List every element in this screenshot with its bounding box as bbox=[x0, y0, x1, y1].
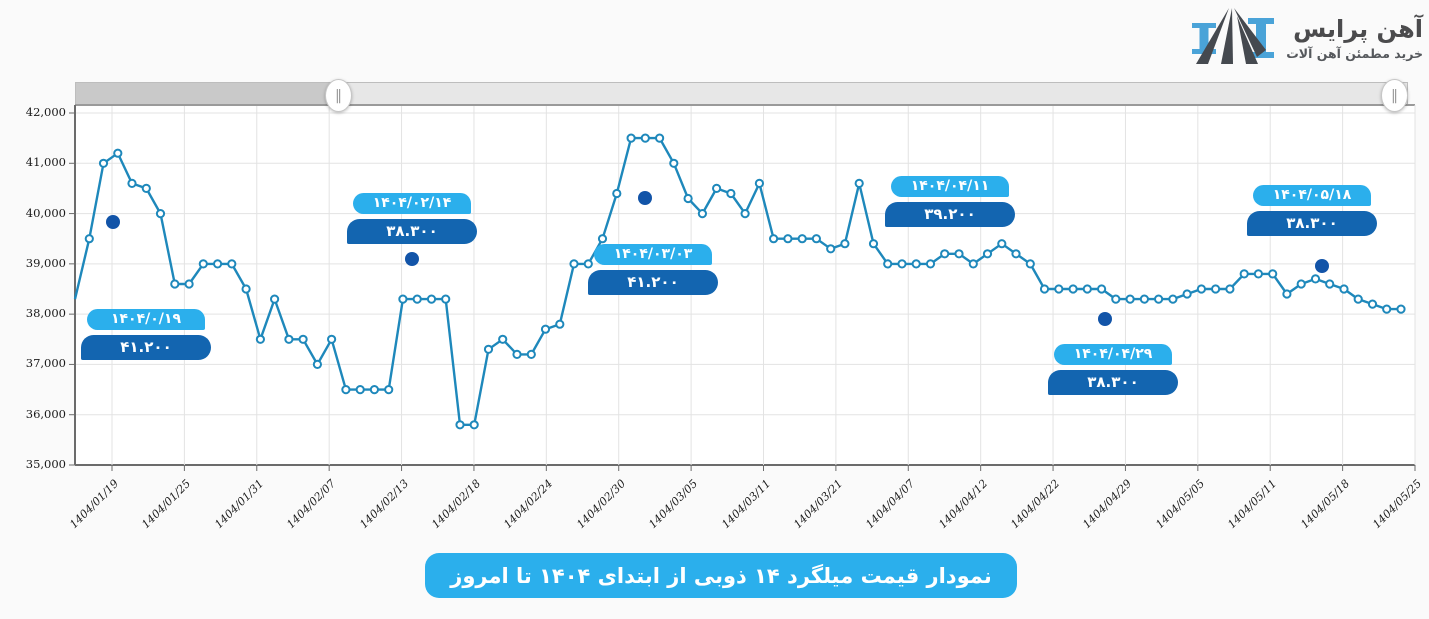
x-axis-label: 1404/05/05 bbox=[1152, 477, 1208, 532]
x-axis-label: 1404/01/19 bbox=[67, 477, 122, 532]
plot-area bbox=[75, 104, 1415, 465]
x-axis-label: 1404/03/21 bbox=[791, 477, 846, 532]
x-axis-label: 1404/01/25 bbox=[139, 477, 194, 532]
annotation-date-pill: ۱۴۰۴/۰۲/۱۴ bbox=[353, 193, 471, 214]
x-axis-label: 1404/04/22 bbox=[1008, 477, 1063, 532]
y-axis-label: 40,000 bbox=[25, 205, 66, 220]
y-axis-label: 37,000 bbox=[25, 356, 66, 371]
annotation-value-pill: ۴۱.۲۰۰ bbox=[588, 270, 718, 295]
y-axis-label: 38,000 bbox=[25, 306, 66, 321]
scrollbar-left-grip-icon[interactable]: ‖ bbox=[325, 79, 352, 112]
price-annotation: ۱۴۰۴/۰/۱۹ ۴۱.۲۰۰ bbox=[81, 309, 211, 360]
scrollbar-right-grip-icon[interactable]: ‖ bbox=[1381, 79, 1408, 112]
logo-title: آهن پرایس bbox=[1293, 15, 1423, 44]
x-axis-label: 1404/02/24 bbox=[501, 477, 556, 532]
x-axis-label: 1404/02/30 bbox=[573, 477, 628, 532]
x-axis-label: 1404/05/11 bbox=[1225, 477, 1280, 532]
price-annotation: ۱۴۰۴/۰۴/۲۹ ۳۸.۳۰۰ bbox=[1048, 344, 1178, 395]
x-axis-label: 1404/02/13 bbox=[356, 477, 411, 532]
annotation-date-pill: ۱۴۰۴/۰۴/۲۹ bbox=[1054, 344, 1172, 365]
grip-glyph: ‖ bbox=[1391, 87, 1398, 104]
x-axis-label: 1404/04/29 bbox=[1080, 477, 1135, 532]
y-axis-label: 36,000 bbox=[25, 406, 66, 421]
y-axis-label: 39,000 bbox=[25, 255, 66, 270]
logo: آهن پرایس خرید مطمئن آهن آلات bbox=[1188, 8, 1423, 68]
annotation-value-pill: ۳۸.۳۰۰ bbox=[1247, 211, 1377, 236]
annotation-value-pill: ۴۱.۲۰۰ bbox=[81, 335, 211, 360]
x-axis-label: 1404/02/18 bbox=[429, 477, 484, 532]
x-axis-label: 1404/05/18 bbox=[1297, 477, 1352, 532]
x-axis-label: 1404/05/25 bbox=[1370, 477, 1425, 532]
price-annotation: ۱۴۰۴/۰۵/۱۸ ۳۸.۳۰۰ bbox=[1247, 185, 1377, 236]
x-axis-label: 1404/01/31 bbox=[211, 477, 266, 532]
logo-text: آهن پرایس خرید مطمئن آهن آلات bbox=[1286, 15, 1423, 61]
logo-subtitle: خرید مطمئن آهن آلات bbox=[1286, 45, 1423, 61]
x-axis-label: 1404/03/05 bbox=[646, 477, 701, 532]
x-axis-label: 1404/02/07 bbox=[284, 477, 339, 532]
i-beam-tent-icon bbox=[1192, 8, 1275, 64]
x-axis-label: 1404/04/07 bbox=[863, 477, 918, 532]
annotation-date-pill: ۱۴۰۴/۰/۱۹ bbox=[87, 309, 205, 330]
chart-scrollbar-unselected-range[interactable] bbox=[76, 83, 339, 104]
chart-title: نمودار قیمت میلگرد ۱۴ ذوبی از ابتدای ۱۴۰… bbox=[425, 553, 1017, 598]
annotation-value-pill: ۳۸.۳۰۰ bbox=[1048, 370, 1178, 395]
annotation-value-pill: ۳۸.۳۰۰ bbox=[347, 219, 477, 244]
chart-scrollbar-track[interactable] bbox=[75, 82, 1408, 104]
y-axis-label: 42,000 bbox=[25, 105, 66, 119]
price-annotation: ۱۴۰۴/۰۴/۱۱ ۳۹.۲۰۰ bbox=[885, 176, 1015, 227]
price-annotation: ۱۴۰۴/۰۲/۱۴ ۳۸.۳۰۰ bbox=[347, 193, 477, 244]
annotation-date-pill: ۱۴۰۴/۰۴/۱۱ bbox=[891, 176, 1009, 197]
y-axis-label: 35,000 bbox=[25, 457, 66, 471]
annotation-date-pill: ۱۴۰۴/۰۳/۰۳ bbox=[594, 244, 712, 265]
price-annotation: ۱۴۰۴/۰۳/۰۳ ۴۱.۲۰۰ bbox=[588, 244, 718, 295]
y-axis-label: 41,000 bbox=[25, 155, 66, 170]
x-axis-label: 1404/03/11 bbox=[718, 477, 773, 532]
grip-glyph: ‖ bbox=[335, 87, 342, 104]
annotation-value-pill: ۳۹.۲۰۰ bbox=[885, 202, 1015, 227]
x-axis-label: 1404/04/12 bbox=[935, 477, 990, 532]
annotation-date-pill: ۱۴۰۴/۰۵/۱۸ bbox=[1253, 185, 1371, 206]
